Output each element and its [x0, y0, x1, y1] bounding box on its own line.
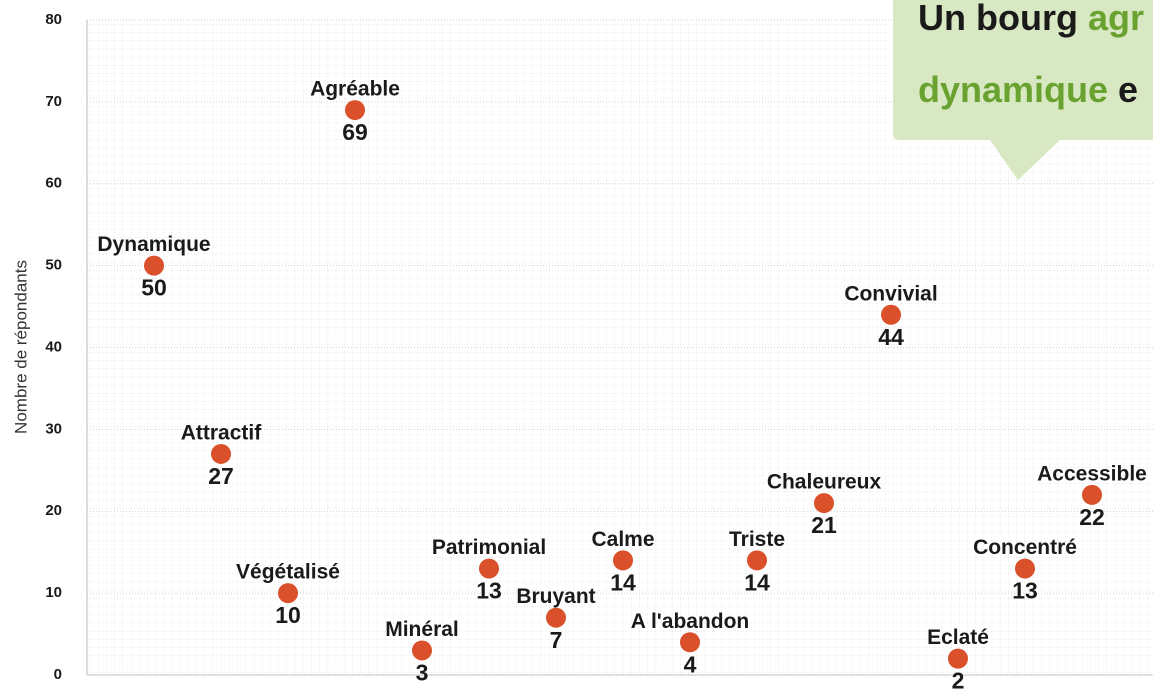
y-tick-label: 80	[45, 11, 62, 28]
y-tick-label: 30	[45, 420, 62, 437]
y-tick-label: 20	[45, 502, 62, 519]
point	[144, 255, 164, 276]
point-label: Triste	[729, 528, 785, 551]
point	[1015, 558, 1035, 579]
point	[747, 550, 767, 571]
point-label: A l'abandon	[631, 610, 750, 633]
value-label: 3	[416, 660, 429, 686]
point	[948, 648, 968, 669]
y-tick-label: 10	[45, 584, 62, 601]
point	[345, 100, 365, 121]
y-axis-label: Nombre de répondants	[11, 260, 30, 434]
value-label: 44	[878, 324, 904, 350]
y-tick-label: 50	[45, 257, 62, 274]
point-label: Calme	[591, 528, 654, 551]
point	[211, 443, 231, 464]
value-label: 22	[1079, 504, 1105, 530]
point	[613, 550, 633, 571]
y-tick-label: 70	[45, 93, 62, 110]
value-label: 14	[744, 569, 770, 595]
value-label: 2	[952, 668, 965, 691]
value-label: 10	[275, 602, 301, 628]
y-tick-label: 60	[45, 175, 62, 192]
value-label: 7	[550, 627, 563, 653]
point	[881, 304, 901, 325]
callout-line: dynamique e	[918, 69, 1138, 110]
point	[814, 493, 834, 514]
callout-bubble	[893, 0, 1153, 180]
value-label: 14	[610, 569, 636, 595]
point	[412, 640, 432, 661]
callout-text: e	[1118, 69, 1138, 110]
value-label: 50	[141, 275, 167, 301]
point	[1082, 484, 1102, 505]
callout-line: Un bourg agr	[918, 0, 1144, 38]
callout-text: Un bourg	[918, 0, 1078, 38]
point-label: Agréable	[310, 78, 400, 101]
value-label: 69	[342, 119, 368, 145]
point-label: Végétalisé	[236, 561, 340, 584]
point-label: Attractif	[181, 421, 263, 444]
value-label: 4	[684, 651, 697, 677]
point-label: Bruyant	[516, 585, 595, 608]
point	[278, 583, 298, 604]
value-label: 13	[1012, 578, 1038, 604]
value-label: 27	[208, 463, 234, 489]
value-label: 13	[476, 578, 502, 604]
callout: Un bourg agr dynamique e	[893, 0, 1153, 180]
point-label: Accessible	[1037, 462, 1147, 485]
point-label: Eclaté	[927, 626, 989, 649]
callout-text: agr	[1088, 0, 1144, 38]
value-label: 21	[811, 512, 837, 538]
point-label: Concentré	[973, 536, 1077, 559]
point-label: Minéral	[385, 618, 459, 641]
point-label: Convivial	[844, 282, 937, 305]
y-tick-label: 40	[45, 338, 62, 355]
point	[680, 632, 700, 653]
point-label: Chaleureux	[767, 471, 882, 494]
point	[546, 607, 566, 628]
point-label: Dynamique	[97, 233, 210, 256]
callout-text: dynamique	[918, 69, 1108, 110]
point-label: Patrimonial	[432, 536, 546, 559]
point	[479, 558, 499, 579]
y-tick-label: 0	[54, 666, 62, 683]
